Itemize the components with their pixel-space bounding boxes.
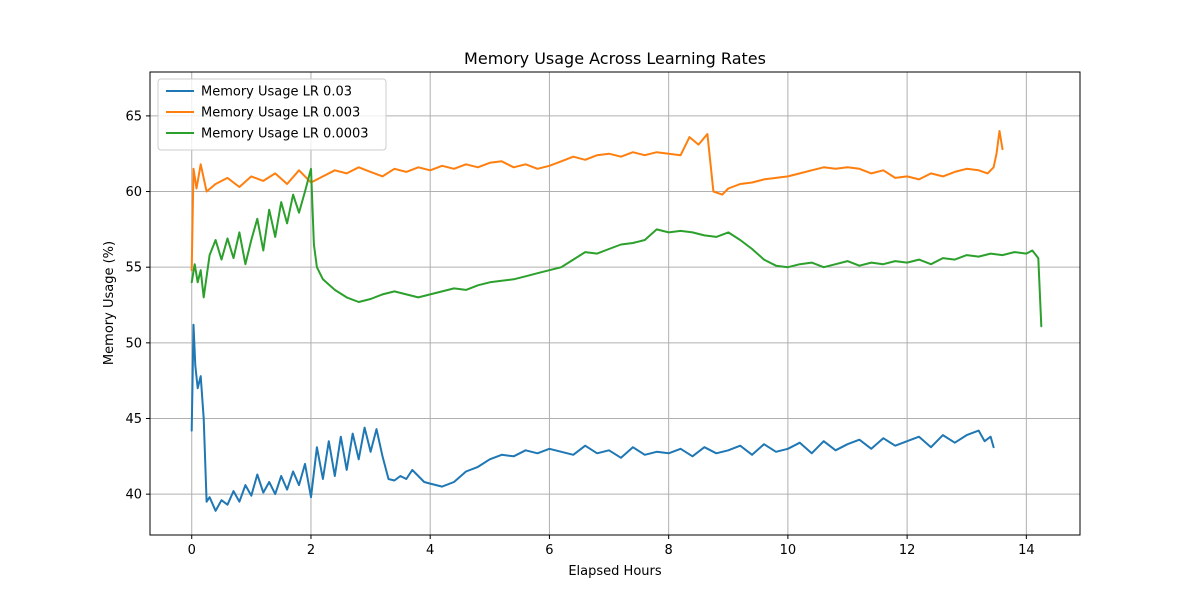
x-axis-ticks: 0 2 4 6 8 10 12 14 [188, 535, 1035, 558]
series-line-2 [190, 130, 1004, 272]
y-tick-label: 55 [125, 261, 142, 276]
series-layer [190, 130, 1043, 512]
legend-box [157, 78, 387, 151]
y-axis-label: Memory Usage (%) [102, 241, 117, 365]
plot-frame [149, 71, 1081, 536]
y-tick-label: 50 [125, 336, 142, 351]
x-tick-label: 10 [780, 543, 797, 558]
legend-label: Memory Usage LR 0.0003 [201, 127, 369, 142]
grid-lines [150, 72, 1080, 535]
x-tick-label: 8 [665, 543, 673, 558]
legend-label: Memory Usage LR 0.03 [201, 85, 352, 100]
x-tick-label: 2 [307, 543, 315, 558]
y-tick-label: 60 [125, 185, 142, 200]
series-line-1 [190, 323, 995, 512]
x-axis-label: Elapsed Hours [568, 564, 662, 579]
y-tick-label: 65 [125, 109, 142, 124]
legend: Memory Usage LR 0.03 Memory Usage LR 0.00… [157, 78, 387, 151]
x-tick-label: 12 [899, 543, 916, 558]
legend-label: Memory Usage LR 0.003 [201, 106, 360, 121]
x-tick-label: 4 [426, 543, 434, 558]
x-tick-label: 14 [1018, 543, 1035, 558]
x-tick-label: 6 [545, 543, 553, 558]
y-tick-label: 45 [125, 412, 142, 427]
series-line-3 [190, 167, 1043, 328]
x-tick-label: 0 [188, 543, 196, 558]
y-tick-label: 40 [125, 488, 142, 503]
y-axis-ticks: 40 45 50 55 60 65 [125, 109, 150, 503]
chart-title: Memory Usage Across Learning Rates [464, 49, 766, 68]
